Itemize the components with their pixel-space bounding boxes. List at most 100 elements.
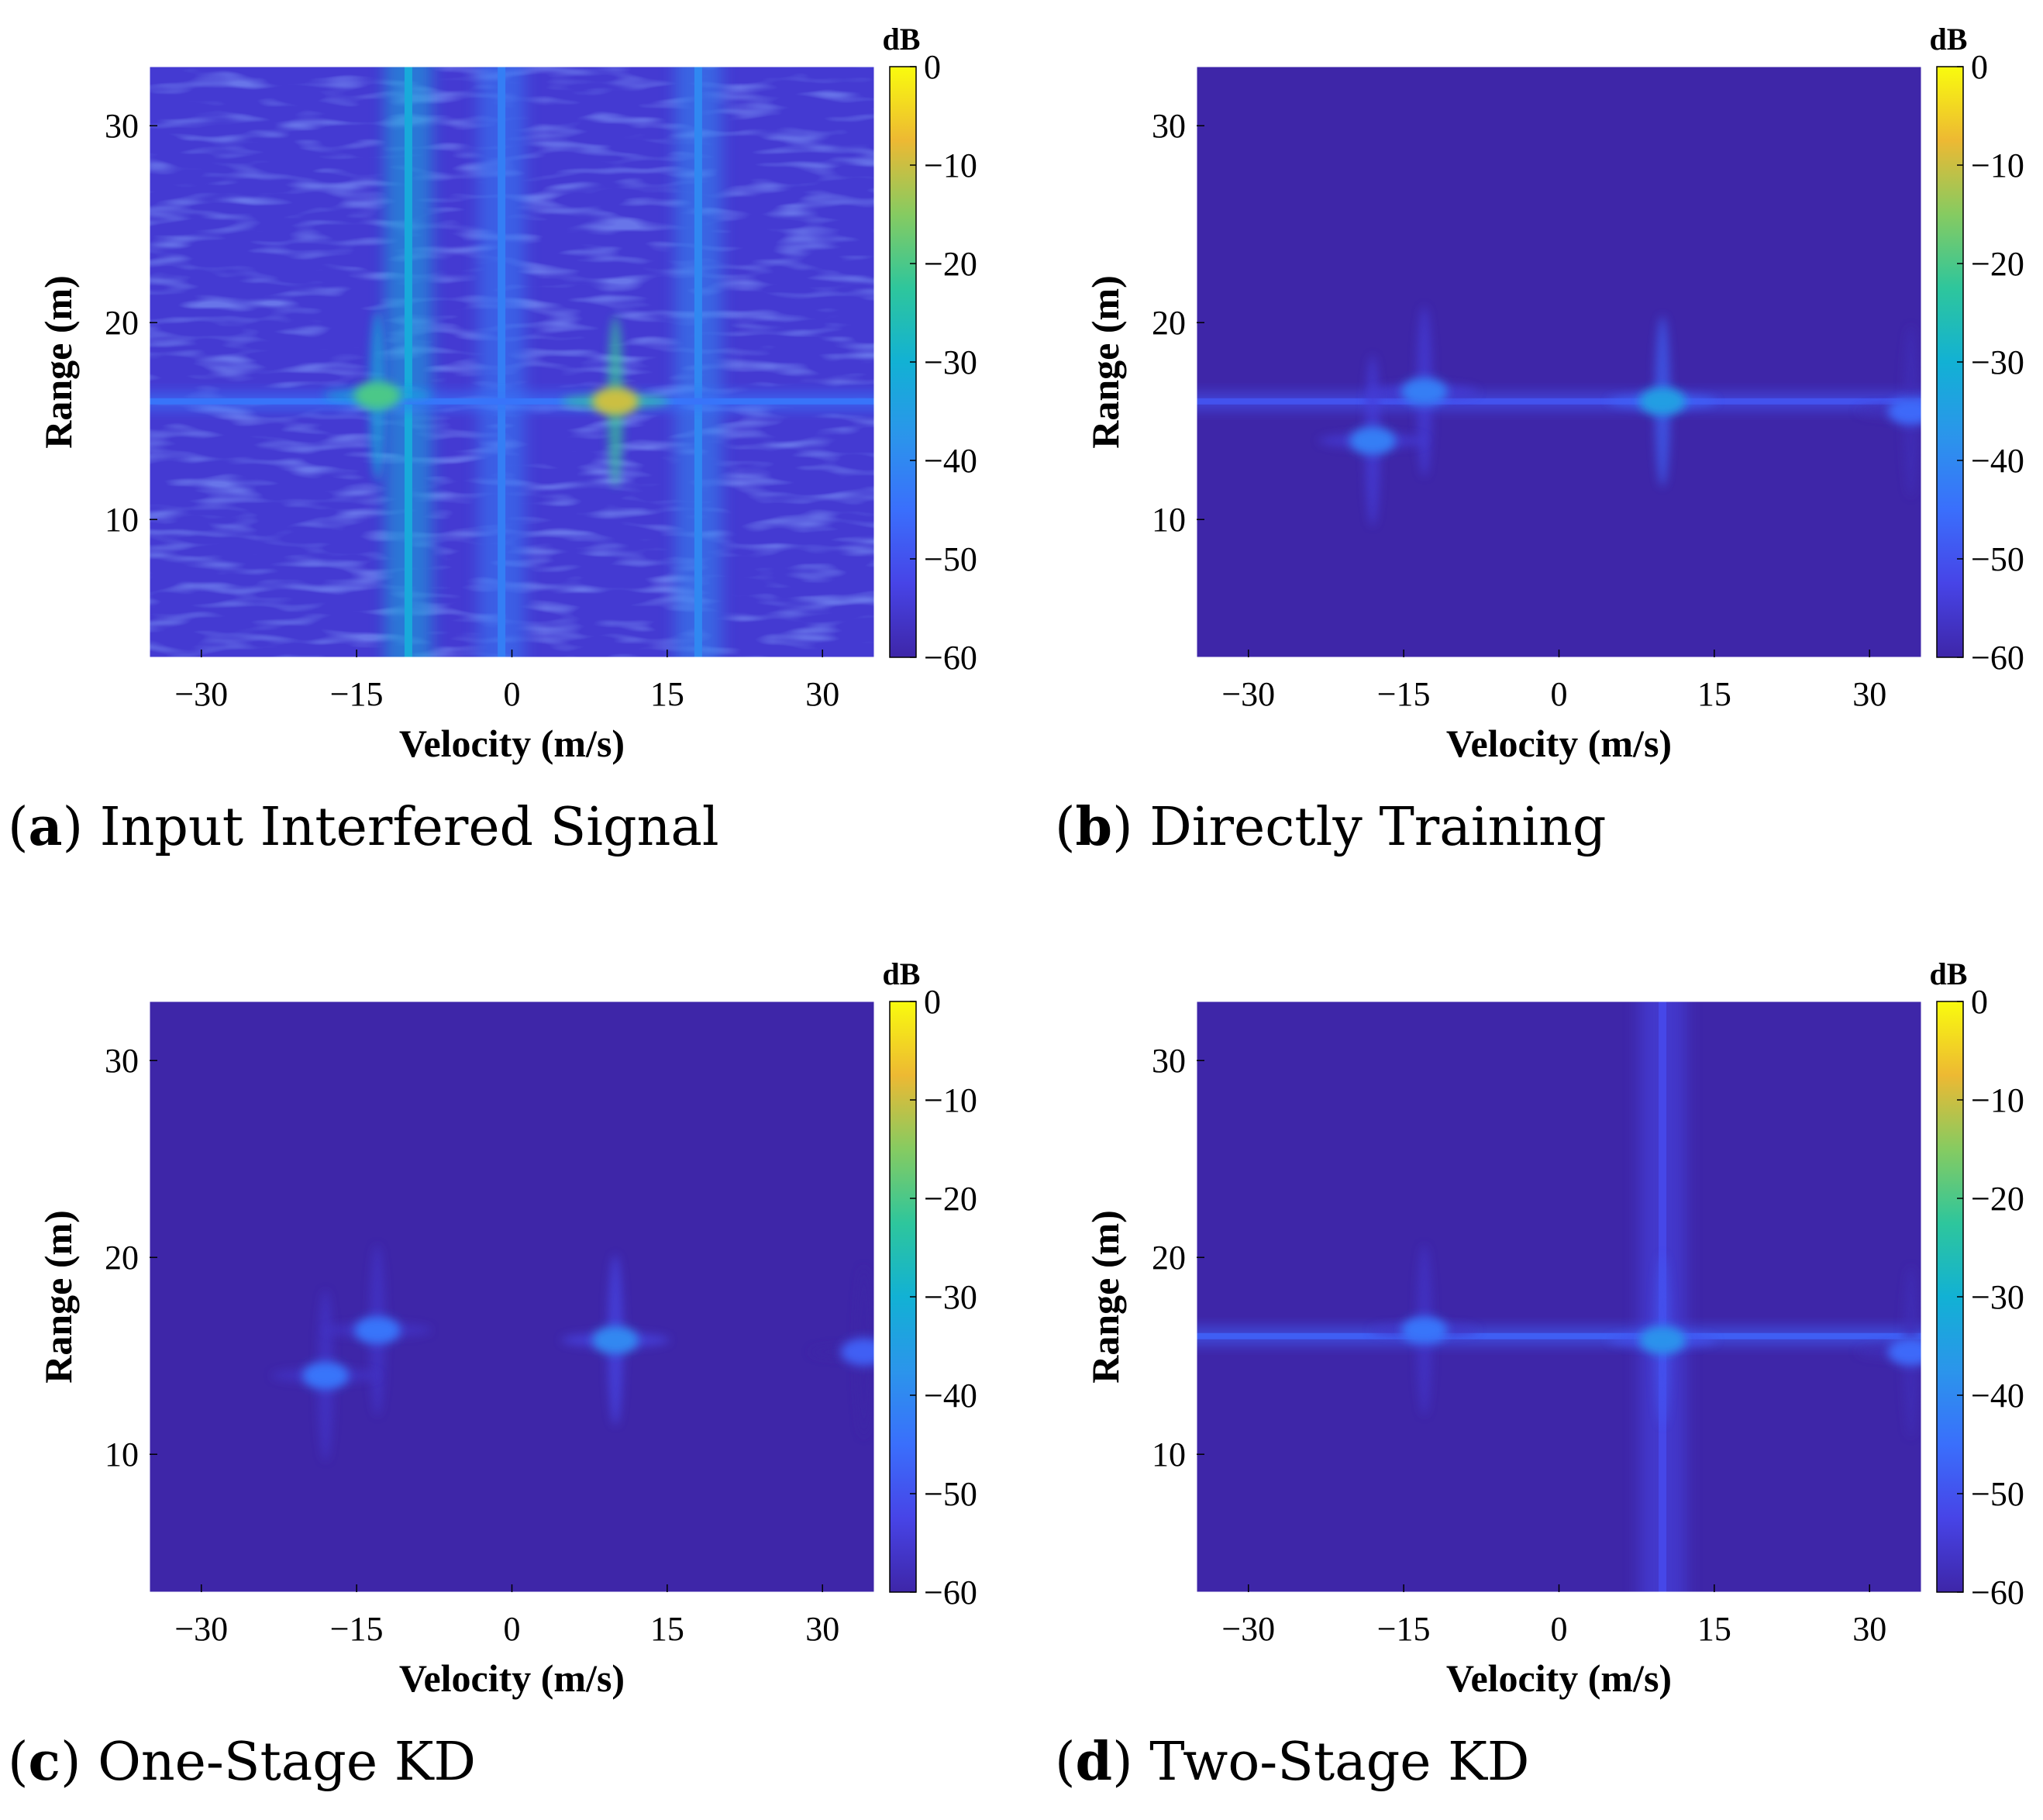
colorbar-unit-label: dB xyxy=(1930,957,1968,991)
y-axis-label: Range (m) xyxy=(36,275,80,449)
feature-peak xyxy=(592,387,639,415)
panel-b: −30 −15 0 15 30 10 20 30 Velocity (m/s) Range (m)… xyxy=(1055,22,2024,858)
plot-area xyxy=(150,1001,874,1592)
y-tick-label: 20 xyxy=(1152,1239,1186,1277)
caption-open-paren: ( xyxy=(8,1732,29,1793)
x-tick-label: 0 xyxy=(504,1610,521,1648)
x-axis-label: Velocity (m/s) xyxy=(399,1656,625,1700)
colorbar-tick-label: −20 xyxy=(1971,245,2024,283)
y-tick-label: 30 xyxy=(1152,1042,1186,1080)
y-tick-label: 10 xyxy=(1152,1436,1186,1474)
colorbar-tick-label: −40 xyxy=(1971,442,2024,480)
y-tick-label: 20 xyxy=(105,1239,139,1277)
feature-vline xyxy=(404,67,412,657)
y-tick-label: 30 xyxy=(1152,107,1186,145)
colorbar-tick-label: −60 xyxy=(924,1574,977,1611)
y-axis-label: Range (m) xyxy=(1084,1210,1127,1384)
colorbar-tick-label: 0 xyxy=(1971,983,1988,1021)
feature-hline xyxy=(150,398,874,405)
y-axis-label: Range (m) xyxy=(36,1210,80,1384)
colorbar-tick-label: 0 xyxy=(1971,48,1988,86)
x-axis-label: Velocity (m/s) xyxy=(1446,1656,1672,1700)
colorbar-tick-label: −30 xyxy=(924,343,977,381)
x-tick-label: 30 xyxy=(1852,675,1886,713)
x-tick-label: 30 xyxy=(805,675,839,713)
caption-letter: a xyxy=(29,796,63,858)
caption-letter: d xyxy=(1076,1731,1113,1793)
colorbar-tick-label: −60 xyxy=(1971,639,2024,677)
heatmap-background xyxy=(1197,1001,1921,1592)
y-tick-label: 10 xyxy=(105,1436,139,1474)
x-tick-label: 0 xyxy=(504,675,521,713)
feature-peak xyxy=(302,1361,350,1390)
colorbar-unit-label: dB xyxy=(883,22,921,57)
plot-area xyxy=(1197,67,1921,657)
feature-peak xyxy=(1639,387,1686,415)
y-tick-label: 10 xyxy=(1152,501,1186,539)
colorbar-tick-label: −30 xyxy=(1971,343,2024,381)
x-tick-label: 15 xyxy=(1697,1610,1731,1648)
feature-hline xyxy=(1197,398,1921,405)
y-tick-label: 20 xyxy=(1152,304,1186,342)
heatmap-background xyxy=(1197,67,1921,657)
colorbar-tick-label: −20 xyxy=(1971,1180,2024,1218)
colorbar-tick-label: −10 xyxy=(1971,146,2024,184)
colorbar-tick-label: −50 xyxy=(924,540,977,578)
caption-text: Input Interfered Signal xyxy=(100,797,719,858)
plot-area xyxy=(150,67,874,657)
plot-area xyxy=(1197,1001,1921,1592)
x-tick-label: 0 xyxy=(1551,1610,1568,1648)
panel-caption: (d) Two-Stage KD xyxy=(1055,1731,1529,1793)
x-tick-label: 30 xyxy=(805,1610,839,1648)
x-tick-label: −30 xyxy=(1221,675,1275,713)
feature-peak xyxy=(353,381,401,410)
feature-vline xyxy=(694,67,702,657)
x-tick-label: 15 xyxy=(650,1610,684,1648)
x-tick-label: 15 xyxy=(650,675,684,713)
feature-peak xyxy=(1400,1316,1448,1345)
colorbar-tick-label: −20 xyxy=(924,1180,977,1218)
caption-letter: b xyxy=(1076,796,1113,858)
panel-a: −30 −15 0 15 30 10 20 30 Velocity (m/s) Range (m)… xyxy=(8,22,977,858)
caption-letter: c xyxy=(29,1731,60,1793)
colorbar-tick-label: −30 xyxy=(924,1278,977,1316)
caption-text: Two-Stage KD xyxy=(1149,1732,1529,1793)
feature-peak xyxy=(1887,1338,1921,1367)
y-tick-label: 20 xyxy=(105,304,139,342)
colorbar-tick-label: −10 xyxy=(924,1081,977,1119)
x-tick-label: 0 xyxy=(1551,675,1568,713)
colorbar-tick-label: −60 xyxy=(924,639,977,677)
colorbar-tick-label: −60 xyxy=(1971,1574,2024,1611)
x-tick-label: −15 xyxy=(330,675,384,713)
caption-open-paren: ( xyxy=(1055,1732,1076,1793)
panel-d: −30 −15 0 15 30 10 20 30 Velocity (m/s) Range (m)… xyxy=(1055,957,2024,1793)
colorbar-tick-label: −20 xyxy=(924,245,977,283)
colorbar-tick-label: −40 xyxy=(924,442,977,480)
colorbar-tick-label: −50 xyxy=(1971,540,2024,578)
y-tick-label: 30 xyxy=(105,1042,139,1080)
colorbar-tick-label: −50 xyxy=(1971,1475,2024,1513)
x-tick-label: −15 xyxy=(330,1610,384,1648)
feature-peak xyxy=(1400,377,1448,406)
caption-text: Directly Training xyxy=(1149,797,1606,858)
y-tick-label: 30 xyxy=(105,107,139,145)
colorbar-tick-label: −40 xyxy=(1971,1377,2024,1415)
caption-close-paren: ) xyxy=(60,1732,98,1793)
colorbar-tick-label: −40 xyxy=(924,1377,977,1415)
feature-hline xyxy=(1197,1332,1921,1339)
feature-peak xyxy=(840,1338,874,1367)
caption-open-paren: ( xyxy=(8,797,29,858)
x-tick-label: 15 xyxy=(1697,675,1731,713)
panel-c: −30 −15 0 15 30 10 20 30 Velocity (m/s) Range (m)… xyxy=(8,957,977,1793)
feature-peak xyxy=(1887,397,1921,426)
colorbar-tick-label: −10 xyxy=(1971,1081,2024,1119)
colorbar-unit-label: dB xyxy=(1930,22,1968,57)
colorbar-tick-label: 0 xyxy=(924,48,941,86)
x-tick-label: −15 xyxy=(1377,675,1431,713)
colorbar-tick-label: −50 xyxy=(924,1475,977,1513)
panel-caption: (a) Input Interfered Signal xyxy=(8,796,719,858)
colorbar-tick-label: 0 xyxy=(924,983,941,1021)
caption-close-paren: ) xyxy=(1112,797,1149,858)
caption-close-paren: ) xyxy=(63,797,100,858)
